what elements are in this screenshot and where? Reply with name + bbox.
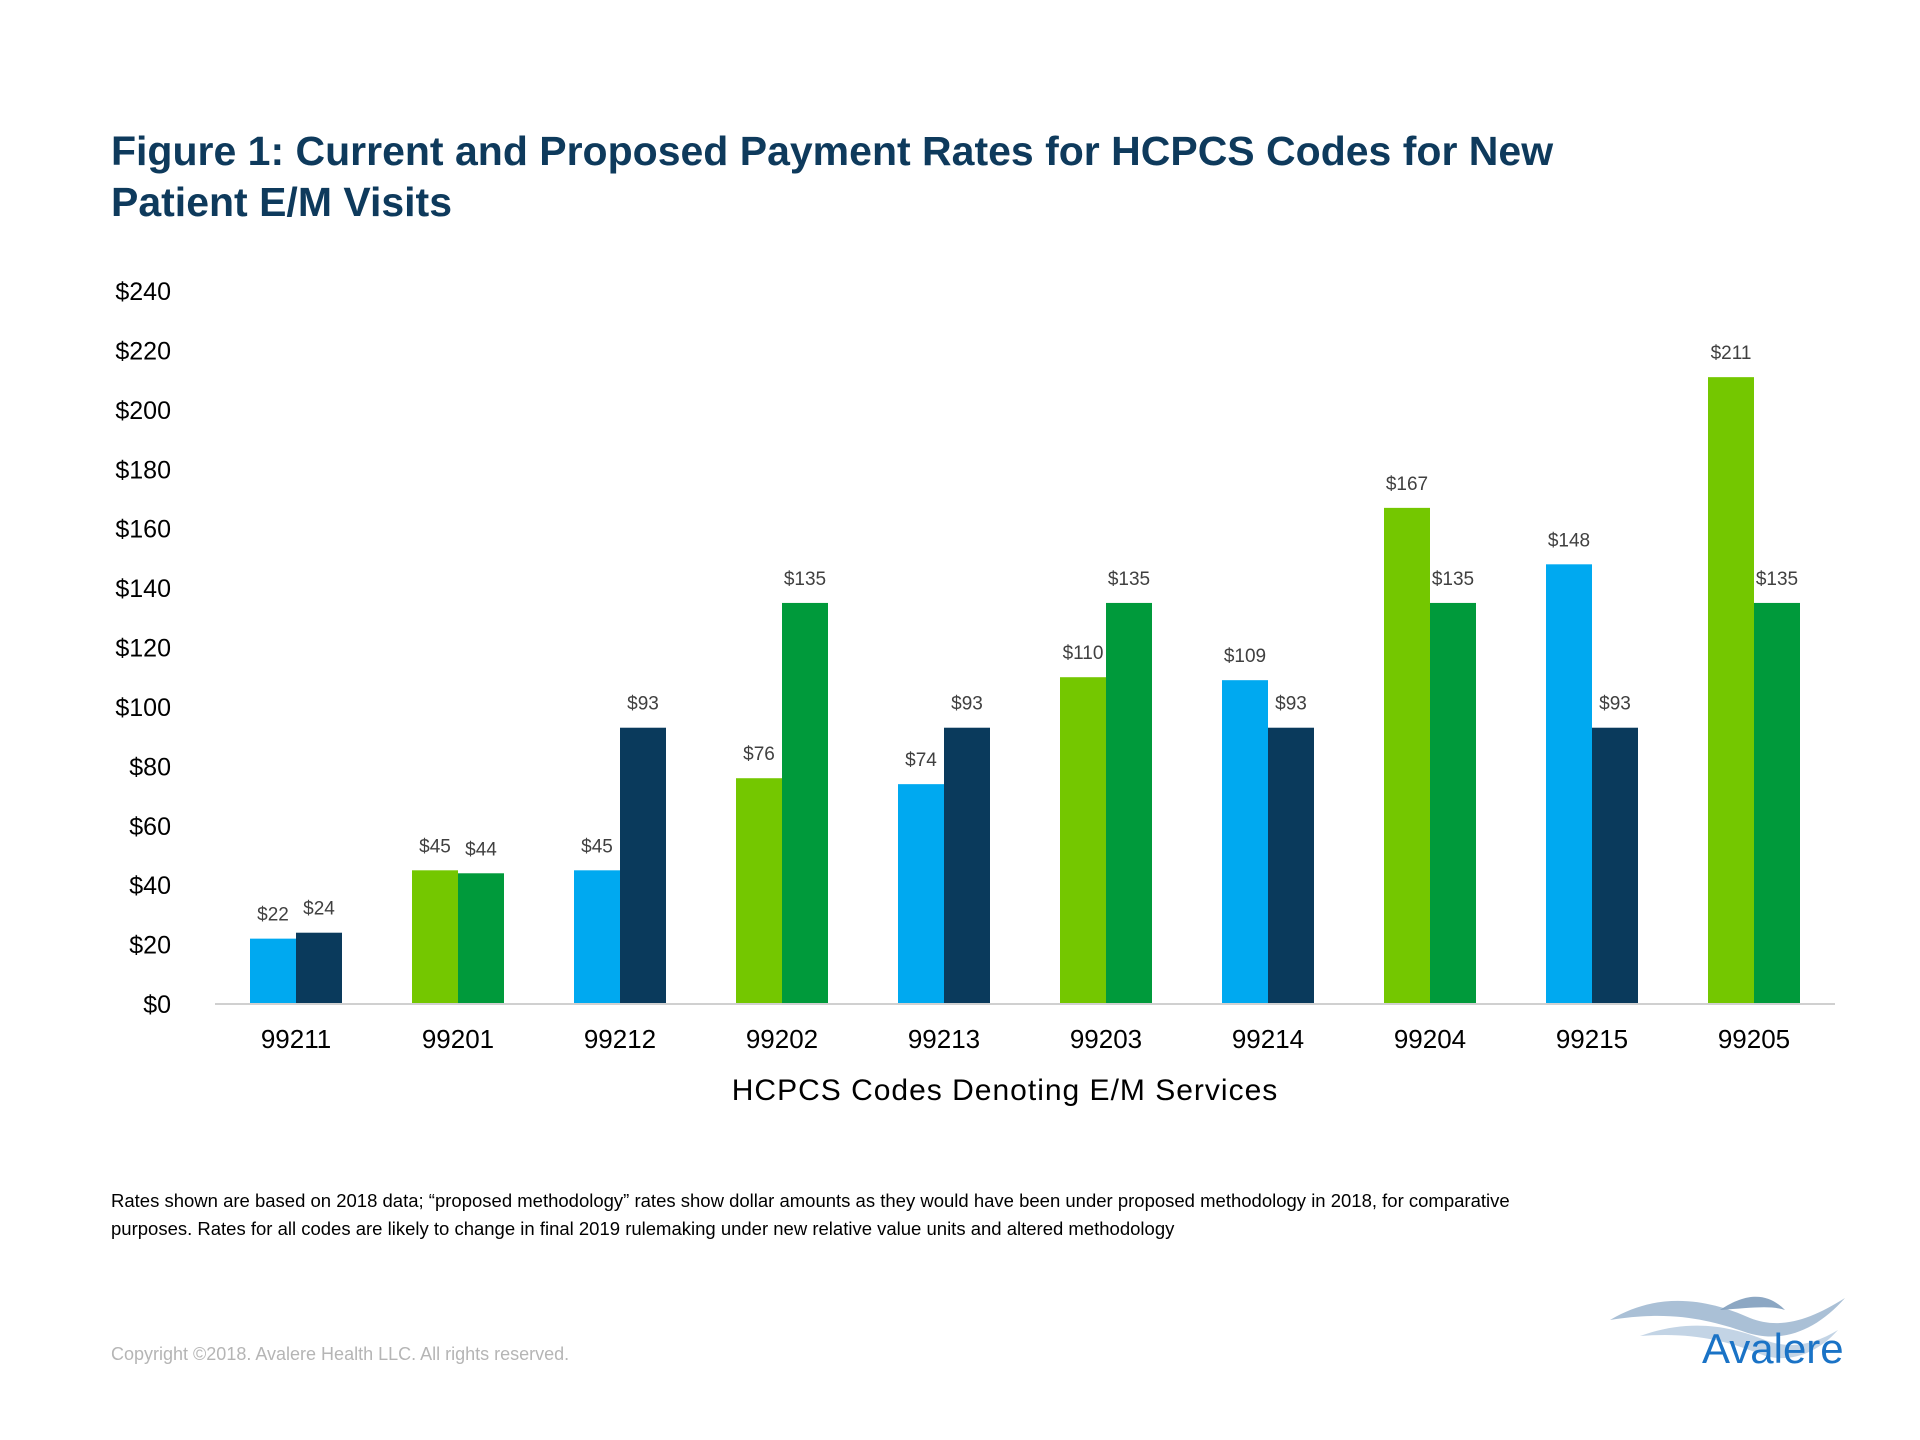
data-label: $135	[1756, 569, 1798, 590]
data-label: $135	[784, 569, 826, 590]
y-tick-label: $0	[143, 991, 171, 1019]
page-title: Figure 1: Current and Proposed Payment R…	[111, 126, 1731, 228]
data-label: $135	[1432, 569, 1474, 590]
bar	[574, 870, 620, 1004]
x-tick-label: 99213	[908, 1024, 980, 1054]
x-tick-label: 99204	[1394, 1024, 1466, 1054]
x-tick-label: 99215	[1556, 1024, 1628, 1054]
data-label: $93	[1275, 694, 1307, 715]
x-tick-label: 99205	[1718, 1024, 1790, 1054]
data-label: $44	[465, 839, 497, 860]
data-label: $148	[1548, 530, 1590, 551]
bar	[1268, 727, 1314, 1004]
y-tick-label: $160	[115, 516, 171, 544]
data-label: $211	[1711, 343, 1752, 364]
data-label: $93	[951, 694, 983, 715]
x-axis: 99211 99201 99212 99202 99213 99203 99214 99204…	[261, 1024, 1790, 1054]
bar	[1384, 507, 1430, 1004]
data-label: $93	[627, 694, 659, 715]
bar	[736, 778, 782, 1004]
data-label: $167	[1386, 474, 1428, 495]
y-tick-label: $120	[115, 635, 171, 663]
bar	[412, 870, 458, 1004]
y-tick-label: $40	[129, 872, 171, 900]
y-tick-label: $140	[115, 575, 171, 603]
avalere-wave-logo-icon	[1610, 1296, 1845, 1359]
x-tick-label: 99201	[422, 1024, 494, 1054]
footnote: Rates shown are based on 2018 data; “pro…	[111, 1187, 1811, 1243]
footnote-line-1: Rates shown are based on 2018 data; “pro…	[111, 1190, 1510, 1211]
y-tick-label: $100	[115, 694, 171, 722]
y-tick-label: $200	[115, 397, 171, 425]
bar	[1546, 564, 1592, 1004]
bar	[1754, 602, 1800, 1004]
x-tick-label: 99214	[1232, 1024, 1304, 1054]
data-label: $93	[1599, 694, 1631, 715]
x-tick-label: 99202	[746, 1024, 818, 1054]
y-tick-label: $20	[129, 932, 171, 960]
y-tick-label: $240	[115, 278, 171, 306]
bar	[296, 932, 342, 1004]
bar	[1430, 602, 1476, 1004]
bars-layer: $22 $24 $45 $44 $45 $93 $76 $135 $74 $93 $110 $135 $…	[250, 343, 1800, 1004]
y-tick-label: $180	[115, 456, 171, 484]
data-label: $135	[1108, 569, 1150, 590]
y-tick-label: $80	[129, 753, 171, 781]
x-tick-label: 99212	[584, 1024, 656, 1054]
bar	[620, 727, 666, 1004]
bar	[1222, 680, 1268, 1004]
title-line-2: Patient E/M Visits	[111, 179, 453, 225]
data-label: $45	[419, 836, 451, 857]
x-axis-title: HCPCS Codes Denoting E/M Services	[732, 1074, 1279, 1107]
y-tick-label: $220	[115, 337, 171, 365]
y-tick-label: $60	[129, 813, 171, 841]
data-label: $22	[257, 905, 289, 926]
x-tick-label: 99203	[1070, 1024, 1142, 1054]
bar	[1708, 377, 1754, 1004]
data-label: $24	[303, 899, 335, 920]
bar	[1060, 677, 1106, 1004]
bar	[944, 727, 990, 1004]
bar	[458, 873, 504, 1004]
bar	[1106, 602, 1152, 1004]
data-label: $110	[1063, 643, 1104, 664]
title-line-1: Figure 1: Current and Proposed Payment R…	[111, 128, 1554, 174]
bar	[250, 938, 296, 1004]
data-label: $76	[743, 744, 775, 765]
bar-chart: $0 $20 $40 $60 $80 $100 $120 $140 $160 $180 $200 $2…	[115, 278, 1835, 1107]
x-tick-label: 99211	[261, 1024, 331, 1054]
data-label: $109	[1224, 646, 1266, 667]
bar	[898, 784, 944, 1004]
bar	[1592, 727, 1638, 1004]
y-axis: $0 $20 $40 $60 $80 $100 $120 $140 $160 $180 $200 $2…	[115, 278, 171, 1019]
copyright-text: Copyright ©2018. Avalere Health LLC. All…	[111, 1344, 570, 1364]
data-label: $45	[581, 836, 613, 857]
footnote-line-2: purposes. Rates for all codes are likely…	[111, 1218, 1175, 1239]
data-label: $74	[905, 750, 937, 771]
logo-text: Avalere	[1702, 1325, 1844, 1372]
bar	[782, 602, 828, 1004]
